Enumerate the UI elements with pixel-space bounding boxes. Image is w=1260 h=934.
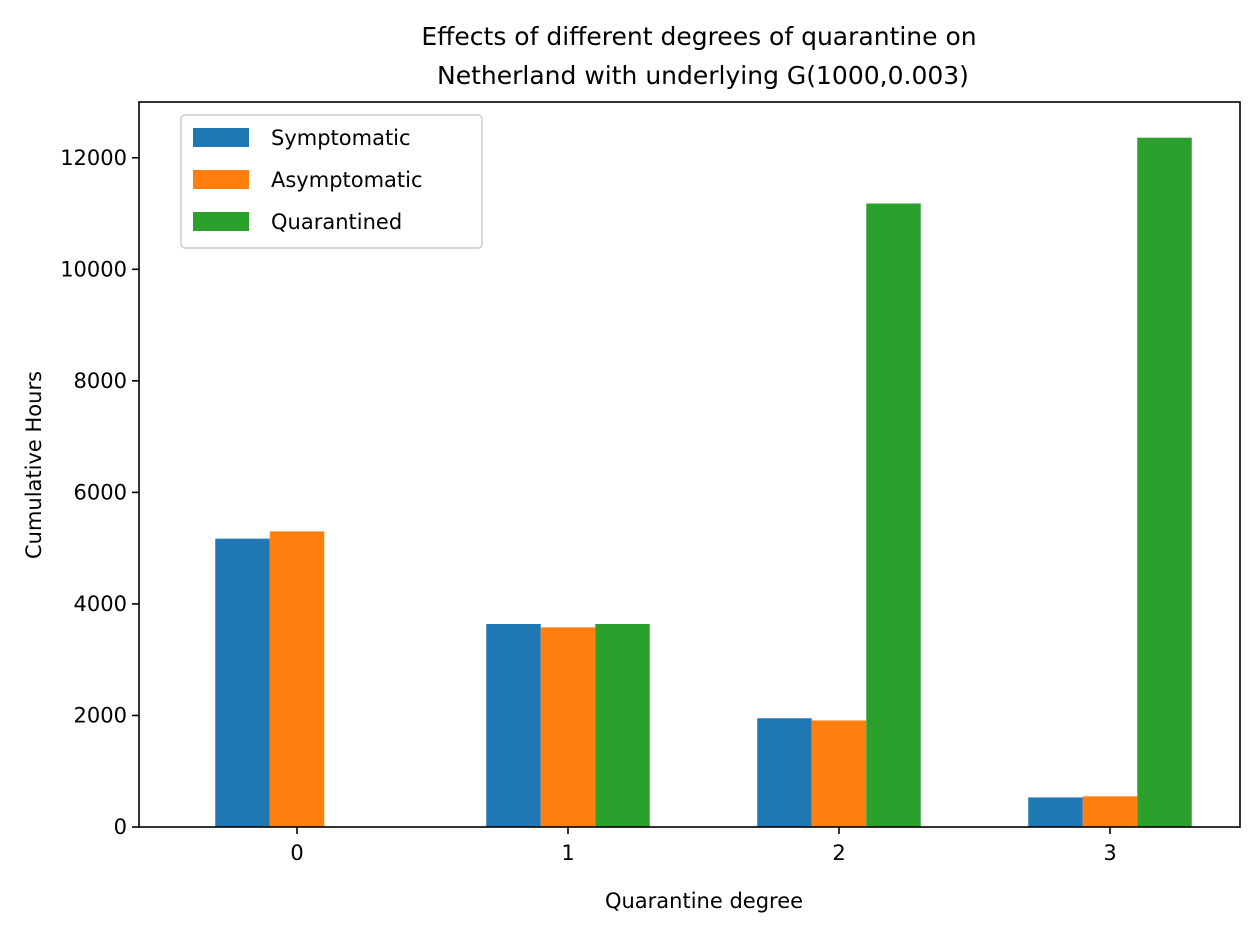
- x-tick-label: 2: [832, 841, 845, 865]
- bar-asymptomatic-0: [269, 531, 325, 827]
- y-tick-label: 2000: [74, 703, 127, 727]
- chart-title-line-1: Effects of different degrees of quaranti…: [421, 22, 976, 51]
- bar-symptomatic-1: [486, 624, 541, 827]
- bar-symptomatic-0: [215, 538, 270, 827]
- legend-label-asymptomatic: Asymptomatic: [271, 168, 423, 192]
- bar-quarantined-1: [595, 624, 650, 827]
- bar-asymptomatic-3: [1082, 796, 1138, 827]
- chart-title-line-2: Netherland with underlying G(1000,0.003): [429, 61, 969, 90]
- legend-swatch-asymptomatic: [193, 170, 249, 189]
- legend-frame: [180, 114, 483, 249]
- bars-layer: [215, 137, 1192, 827]
- bar-quarantined-2: [866, 203, 921, 827]
- y-tick-label: 4000: [74, 592, 127, 616]
- bar-quarantined-3: [1137, 137, 1192, 827]
- bar-asymptomatic-1: [540, 627, 596, 827]
- y-tick-label: 10000: [60, 257, 127, 281]
- x-tick-label: 0: [290, 841, 303, 865]
- y-tick-label: 6000: [74, 480, 127, 504]
- x-tick-label: 1: [561, 841, 574, 865]
- legend-swatch-quarantined: [193, 212, 249, 231]
- bar-symptomatic-3: [1028, 797, 1083, 827]
- x-axis-ticks: 0 1 2 3: [290, 827, 1117, 865]
- y-axis-ticks: 0 2000 4000 6000 8000 10000 12000: [60, 146, 139, 839]
- legend-label-symptomatic: Symptomatic: [271, 126, 411, 150]
- y-tick-label: 0: [114, 815, 127, 839]
- legend: Symptomatic Asymptomatic Quarantined: [180, 114, 483, 249]
- y-tick-label: 12000: [60, 146, 127, 170]
- legend-swatch-symptomatic: [193, 128, 249, 147]
- bar-asymptomatic-2: [811, 720, 867, 827]
- x-tick-label: 3: [1103, 841, 1116, 865]
- bar-symptomatic-2: [757, 718, 812, 827]
- legend-label-quarantined: Quarantined: [271, 210, 402, 234]
- y-axis-label: Cumulative Hours: [22, 371, 46, 559]
- y-tick-label: 8000: [74, 369, 127, 393]
- x-axis-label: Quarantine degree: [605, 889, 803, 913]
- plot-frame: [138, 101, 1241, 828]
